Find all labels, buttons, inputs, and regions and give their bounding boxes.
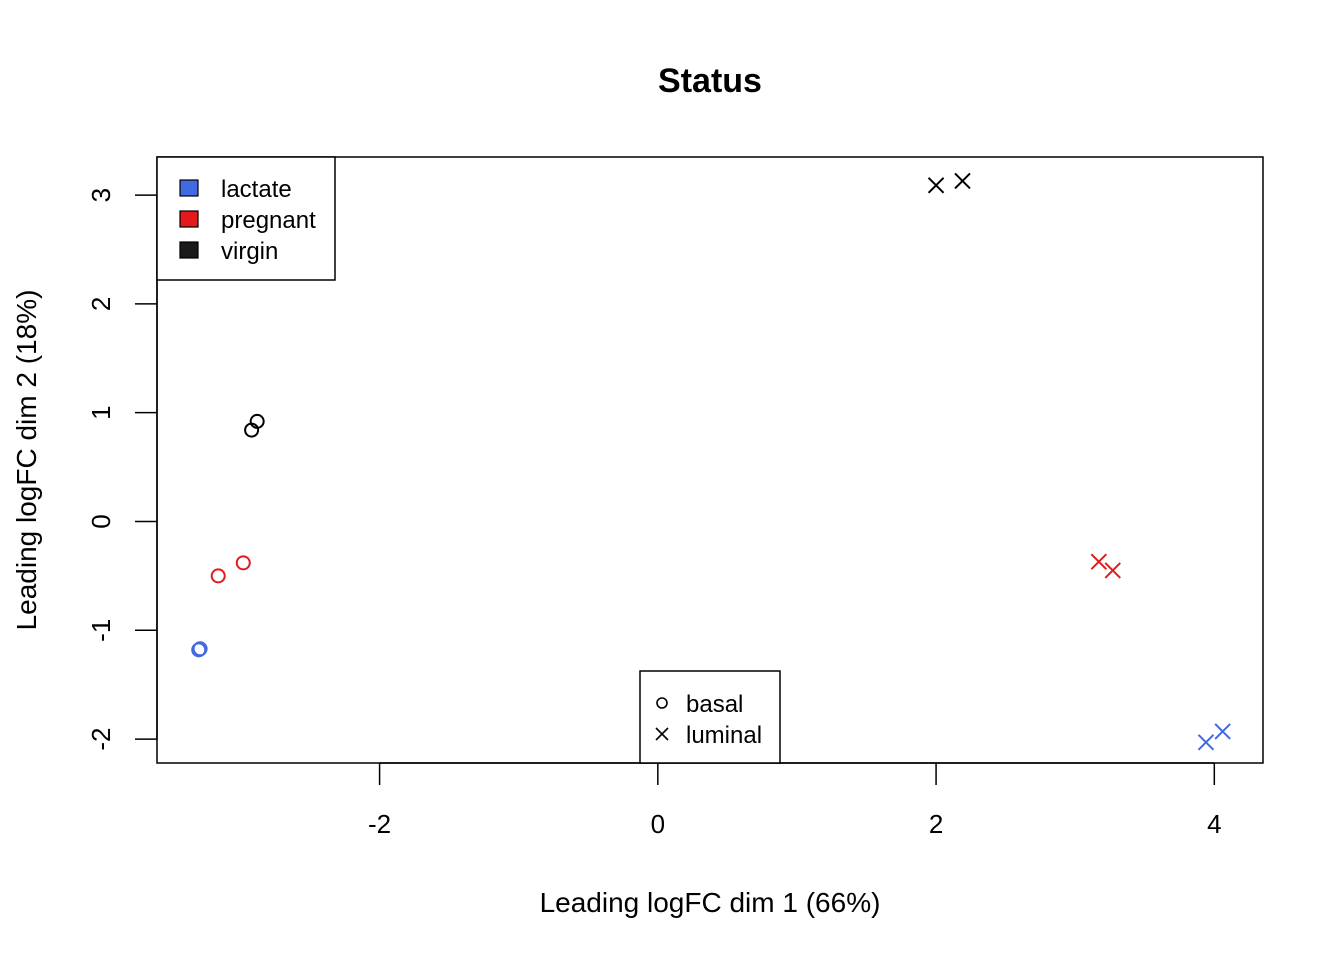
legend-label-luminal: luminal	[686, 722, 762, 749]
legend-swatch-pregnant	[179, 210, 199, 228]
legend-swatch-lactate	[179, 179, 199, 197]
legend-symbol-basal	[656, 697, 668, 709]
legend-symbol-luminal	[655, 727, 669, 741]
x-axis-label: Leading logFC dim 1 (66%)	[540, 887, 881, 918]
y-tick-label: 3	[86, 188, 116, 202]
x-tick-label: 4	[1207, 809, 1221, 839]
point-lactate-luminal	[1214, 723, 1231, 740]
point-lactate-luminal	[1197, 734, 1215, 751]
y-tick-label: -2	[86, 728, 116, 751]
status-legend: lactate pregnant virgin	[156, 156, 336, 281]
legend-label-basal: basal	[686, 691, 743, 718]
x-tick-label: 0	[651, 809, 665, 839]
point-pregnant-basal	[235, 555, 251, 571]
point-virgin-luminal	[954, 172, 971, 190]
x-axis: -2 0 2 4	[368, 762, 1222, 839]
data-points	[191, 172, 1231, 751]
y-axis: -2 -1 0 1 2 3	[86, 188, 158, 751]
status-legend-box	[156, 156, 336, 281]
y-axis-label: Leading logFC dim 2 (18%)	[11, 290, 42, 631]
chart-title: Status	[658, 62, 762, 100]
legend-label-virgin: virgin	[221, 238, 278, 265]
point-pregnant-basal	[210, 568, 226, 584]
x-tick-label: 2	[929, 809, 943, 839]
point-pregnant-luminal	[1104, 562, 1121, 579]
y-tick-label: 0	[86, 514, 116, 528]
y-tick-label: 2	[86, 297, 116, 311]
legend-swatch-virgin	[179, 241, 199, 259]
legend-label-pregnant: pregnant	[221, 207, 316, 234]
legend-label-lactate: lactate	[221, 176, 292, 203]
y-tick-label: 1	[86, 405, 116, 419]
cell-type-legend: basal luminal	[639, 670, 781, 764]
y-tick-label: -1	[86, 619, 116, 642]
point-lactate-basal	[192, 641, 208, 657]
point-virgin-basal	[249, 413, 265, 429]
point-virgin-luminal	[927, 177, 945, 194]
cell-type-legend-box	[639, 670, 781, 764]
point-pregnant-luminal	[1090, 553, 1108, 570]
x-tick-label: -2	[368, 809, 391, 839]
